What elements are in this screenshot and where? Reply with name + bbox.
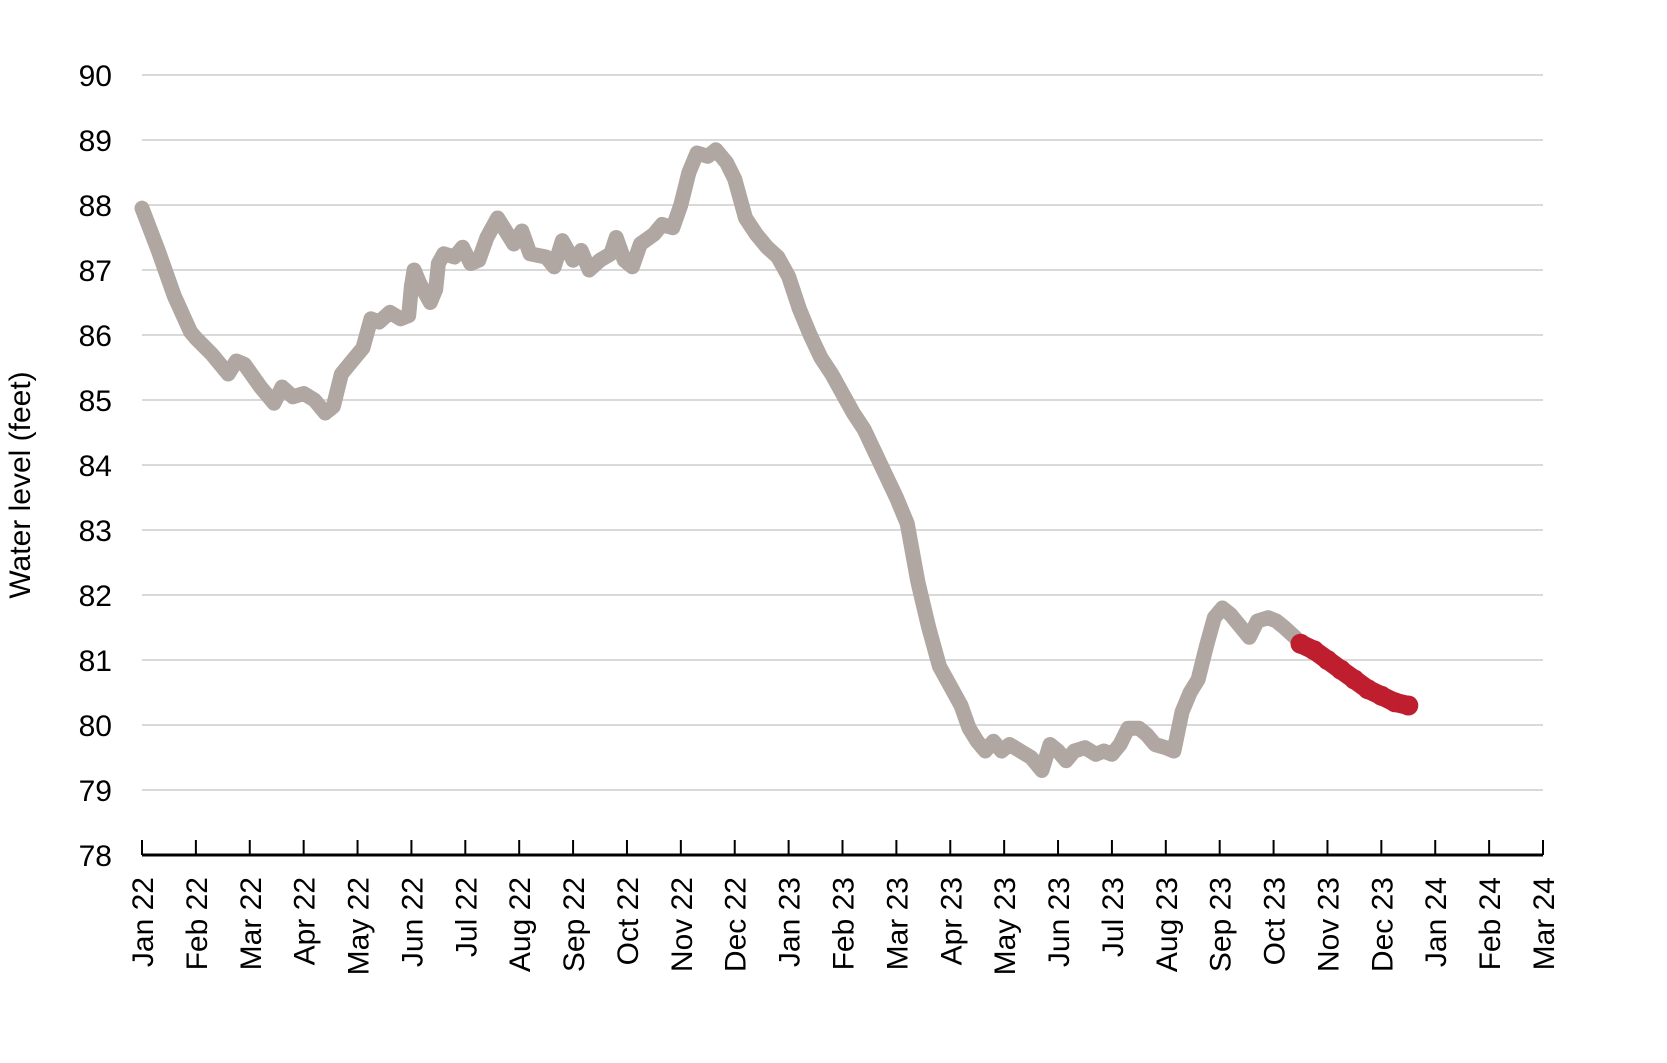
y-tick-label: 82	[79, 580, 112, 613]
x-tick-label: Jan 24	[1420, 877, 1453, 967]
x-tick-label: May 23	[989, 877, 1022, 975]
x-tick-label: Mar 24	[1528, 877, 1561, 970]
x-tick-label: Sep 22	[558, 877, 591, 972]
x-axis-ticks	[141, 840, 1544, 855]
y-tick-label: 87	[79, 255, 112, 288]
y-tick-label: 86	[79, 320, 112, 353]
y-tick-label: 83	[79, 515, 112, 548]
x-tick-label: Nov 23	[1312, 877, 1345, 972]
y-tick-label: 81	[79, 645, 112, 678]
x-axis-tick-labels: Jan 22 Feb 22 Mar 22 Apr 22 May 22 Jun 22 Jul …	[127, 877, 1561, 975]
data-series	[134, 142, 1419, 778]
y-tick-label: 90	[79, 60, 112, 93]
x-tick-label: Dec 23	[1366, 877, 1399, 972]
x-tick-label: Dec 22	[720, 877, 753, 972]
y-tick-label: 85	[79, 385, 112, 418]
x-tick-label: Jul 23	[1097, 877, 1130, 957]
x-tick-label: Sep 23	[1205, 877, 1238, 972]
x-tick-label: Nov 22	[666, 877, 699, 972]
y-axis-tick-labels: 78 79 80 81 82 83 84 85 86 87 88 89 90	[79, 60, 112, 873]
x-tick-label: Feb 23	[828, 877, 861, 970]
y-tick-label: 89	[79, 125, 112, 158]
x-tick-label: Apr 23	[935, 877, 968, 965]
x-tick-label: Oct 22	[612, 877, 645, 965]
x-tick-label: Jan 23	[774, 877, 807, 967]
y-tick-label: 88	[79, 190, 112, 223]
x-tick-label: Mar 23	[881, 877, 914, 970]
gridlines	[142, 74, 1543, 791]
series-line-observed	[134, 142, 1308, 778]
y-tick-label: 84	[79, 450, 112, 483]
y-axis-label: Water level (feet)	[4, 371, 37, 598]
x-tick-label: Jan 22	[127, 877, 160, 967]
y-tick-label: 78	[79, 840, 112, 873]
x-tick-label: Jun 23	[1043, 877, 1076, 967]
data-point-marker	[1398, 695, 1419, 716]
x-tick-label: Aug 23	[1151, 877, 1184, 972]
x-tick-label: Aug 22	[504, 877, 537, 972]
y-tick-label: 80	[79, 710, 112, 743]
x-tick-label: Oct 23	[1259, 877, 1292, 965]
x-tick-label: Mar 22	[235, 877, 268, 970]
x-tick-label: Jun 22	[396, 877, 429, 967]
x-tick-label: Apr 22	[289, 877, 322, 965]
x-tick-label: May 22	[343, 877, 376, 975]
x-tick-label: Jul 22	[450, 877, 483, 957]
y-tick-label: 79	[79, 775, 112, 808]
x-tick-label: Feb 24	[1474, 877, 1507, 970]
x-tick-label: Feb 22	[181, 877, 214, 970]
